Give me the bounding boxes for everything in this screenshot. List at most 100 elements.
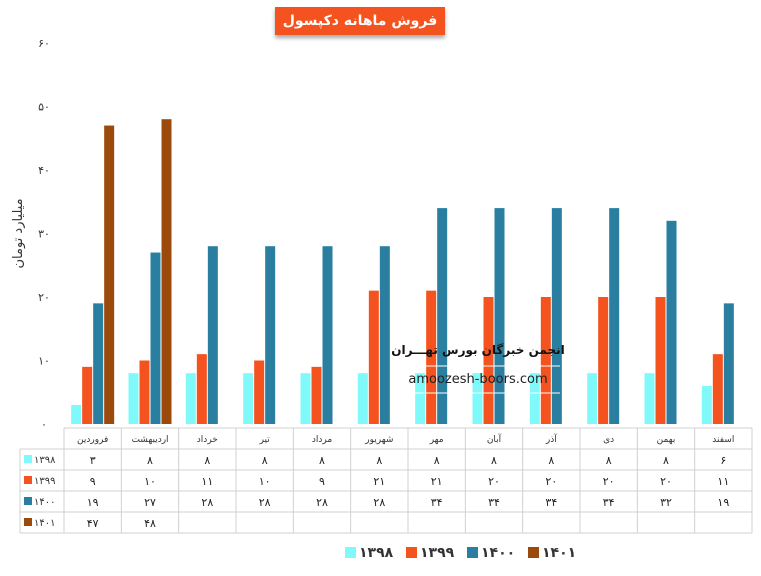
legend-label: ۱۴۰۱	[542, 545, 576, 561]
bar-10-2	[666, 220, 677, 424]
bar-8-0	[529, 373, 540, 424]
x-tick-label: مرداد	[312, 435, 332, 445]
data-label: ۲۸	[201, 496, 213, 509]
bar-10-1	[655, 297, 666, 424]
y-tick-label: ۶۰	[38, 37, 50, 50]
data-label: ۸	[204, 454, 210, 467]
data-label: ۳۴	[603, 496, 615, 509]
table-legend-key	[24, 476, 32, 484]
data-label: ۲۱	[431, 475, 443, 488]
bar-2-0	[185, 373, 196, 424]
bar-2-2	[207, 246, 218, 424]
data-label: ۳۲	[660, 496, 672, 509]
y-axis: ۰ ۱۰ ۲۰ ۳۰ ۴۰ ۵۰ ۶۰ میلیارد تومان	[11, 37, 50, 431]
x-tick-label: مهر	[429, 435, 444, 445]
bar-8-2	[551, 208, 562, 424]
bar-1-0	[128, 373, 139, 424]
data-label: ۸	[376, 454, 382, 467]
bar-4-1	[311, 366, 322, 424]
bar-9-1	[598, 297, 609, 424]
x-tick-label: بهمن	[657, 435, 676, 445]
bar-11-1	[712, 354, 723, 424]
bar-6-2	[437, 208, 448, 424]
y-tick-label: ۰	[41, 418, 47, 431]
data-label: ۱۰	[144, 475, 156, 488]
legend: ۱۳۹۸ ۱۳۹۹ ۱۴۰۰ ۱۴۰۱	[345, 545, 576, 561]
bar-11-2	[723, 303, 734, 424]
y-axis-label: میلیارد تومان	[11, 198, 26, 268]
data-label: ۳	[90, 454, 96, 467]
bar-3-0	[243, 373, 254, 424]
data-label: ۸	[319, 454, 325, 467]
bar-5-0	[357, 373, 368, 424]
y-tick-label: ۱۰	[38, 355, 50, 368]
bar-5-1	[368, 290, 379, 424]
legend-key	[467, 547, 478, 558]
data-label: ۸	[147, 454, 153, 467]
bar-7-1	[483, 297, 494, 424]
legend-label: ۱۳۹۹	[420, 545, 455, 561]
y-tick-label: ۴۰	[38, 164, 50, 177]
x-tick-label: تیر	[259, 435, 271, 445]
data-label: ۲۷	[144, 496, 156, 509]
bars	[71, 119, 734, 425]
data-table: فروردین اردیبهشت خرداد تیر مرداد شهریور مهر آبا…	[19, 427, 753, 534]
data-label: ۸	[606, 454, 612, 467]
bar-1-3	[161, 119, 172, 424]
bar-6-0	[415, 373, 426, 424]
x-tick-label: شهریور	[364, 435, 393, 445]
x-tick-label: آذر	[545, 433, 557, 445]
data-label: ۲۰	[488, 475, 500, 488]
watermark-url: amoozesh-boors.com	[408, 372, 547, 387]
bar-2-1	[196, 354, 207, 424]
x-tick-label: خرداد	[197, 435, 218, 445]
x-tick-label: اسفند	[712, 435, 734, 445]
bar-0-3	[104, 125, 115, 425]
x-tick-label: فروردین	[77, 435, 108, 445]
y-tick-label: ۳۰	[38, 228, 50, 241]
legend-key	[406, 547, 417, 558]
data-label: ۲۰	[603, 475, 615, 488]
data-label: ۱۰	[259, 475, 271, 488]
bar-9-2	[609, 208, 620, 424]
data-label: ۸	[262, 454, 268, 467]
data-label: ۸	[548, 454, 554, 467]
legend-label: ۱۳۹۸	[359, 545, 394, 561]
bar-11-0	[701, 385, 712, 424]
y-tick-label: ۲۰	[38, 291, 50, 304]
bar-1-2	[150, 252, 161, 424]
data-label: ۲۸	[373, 496, 385, 509]
watermark-title: انجمن خبرگان بورس تهـــران	[391, 343, 564, 358]
data-label: ۱۱	[717, 475, 729, 488]
data-label: ۲۸	[259, 496, 271, 509]
table-series-name: ۱۳۹۹	[34, 476, 55, 487]
data-label: ۱۹	[717, 496, 729, 509]
table-legend-key	[24, 497, 32, 505]
data-label: ۶	[720, 454, 726, 467]
bar-9-0	[587, 373, 598, 424]
bar-4-0	[300, 373, 311, 424]
data-label: ۸	[491, 454, 497, 467]
table-series-name: ۱۴۰۰	[34, 497, 55, 508]
bar-3-2	[265, 246, 276, 424]
data-label: ۸	[663, 454, 669, 467]
bar-8-1	[540, 297, 551, 424]
data-label: ۲۸	[316, 496, 328, 509]
data-label: ۹	[319, 475, 325, 488]
watermark: انجمن خبرگان بورس تهـــران amoozesh-boor…	[391, 343, 565, 394]
bar-0-0	[71, 404, 82, 424]
table-legend-key	[24, 518, 32, 526]
table-series-name: ۱۳۹۸	[34, 455, 56, 466]
data-label: ۳۴	[431, 496, 443, 509]
bar-6-1	[426, 290, 437, 424]
legend-key	[528, 547, 539, 558]
bar-3-1	[254, 360, 265, 424]
bar-7-2	[494, 208, 505, 424]
data-label: ۲۱	[373, 475, 385, 488]
data-label: ۸	[434, 454, 440, 467]
bar-10-0	[644, 373, 655, 424]
bar-7-0	[472, 373, 483, 424]
x-tick-label: آبان	[487, 433, 502, 445]
x-tick-label: اردیبهشت	[131, 435, 168, 445]
data-label: ۱۱	[201, 475, 213, 488]
